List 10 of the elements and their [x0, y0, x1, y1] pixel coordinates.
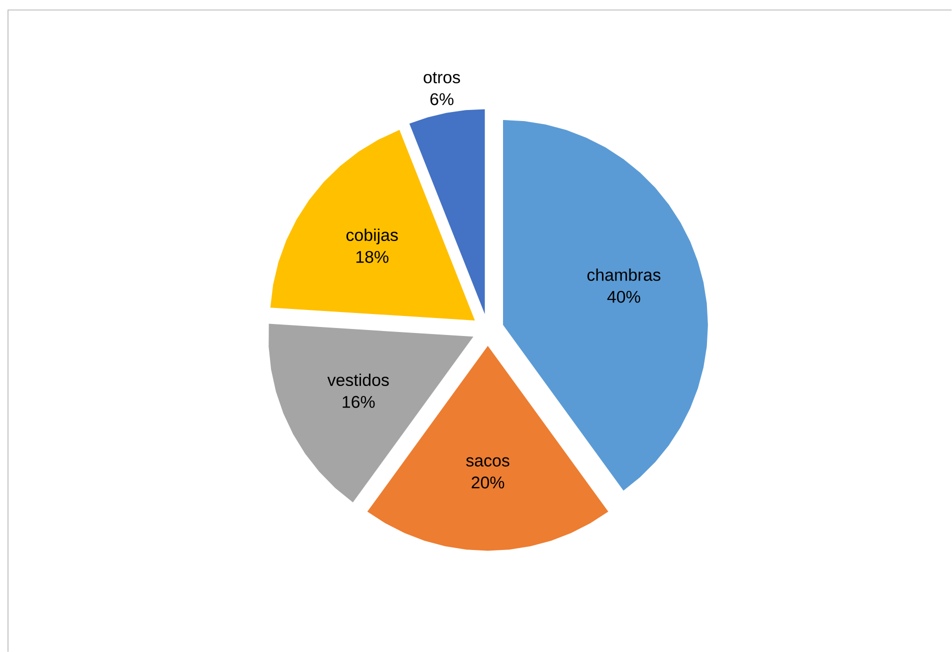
data-label: 40% — [607, 290, 640, 303]
data-label: 16% — [342, 396, 375, 408]
data-label: 18% — [356, 250, 388, 263]
data-label: 6% — [430, 93, 454, 106]
data-label: 20% — [472, 476, 504, 488]
slice-label: sacos — [466, 457, 510, 467]
slice-label: cobijas — [346, 228, 398, 244]
slice-label: vestidos — [327, 374, 389, 386]
slice-label: otros — [424, 72, 460, 84]
slice-label: chambras — [587, 268, 660, 281]
